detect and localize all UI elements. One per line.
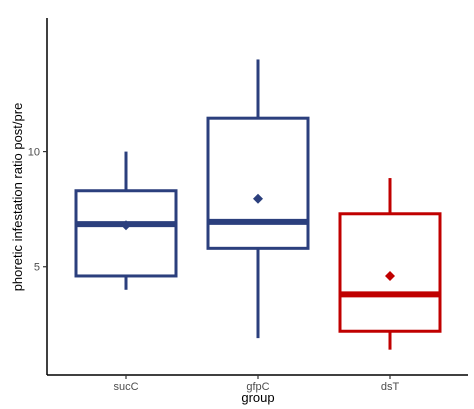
x-tick-label: gfpC	[246, 381, 269, 393]
iqr-box	[74, 189, 178, 278]
box-sucC	[74, 151, 178, 290]
y-tick-label: 10	[28, 147, 40, 159]
box-group	[74, 59, 442, 350]
mean-marker	[253, 193, 263, 204]
mean-marker	[121, 220, 131, 231]
box-gfpC	[206, 59, 310, 339]
plot-area: 5 10 sucC gfpC dsT	[28, 18, 468, 393]
x-tick-label: sucC	[113, 381, 138, 393]
y-axis-title: phoretic infestation ratio post/pre	[10, 103, 25, 292]
iqr-box	[206, 116, 310, 250]
x-axis-title: group	[241, 390, 274, 405]
x-tick-label: dsT	[381, 381, 400, 393]
mean-marker	[385, 270, 395, 281]
y-tick-label: 5	[34, 262, 40, 274]
y-ticks: 5 10	[28, 147, 47, 274]
box-dsT	[338, 178, 442, 350]
x-ticks: sucC gfpC dsT	[113, 375, 399, 393]
